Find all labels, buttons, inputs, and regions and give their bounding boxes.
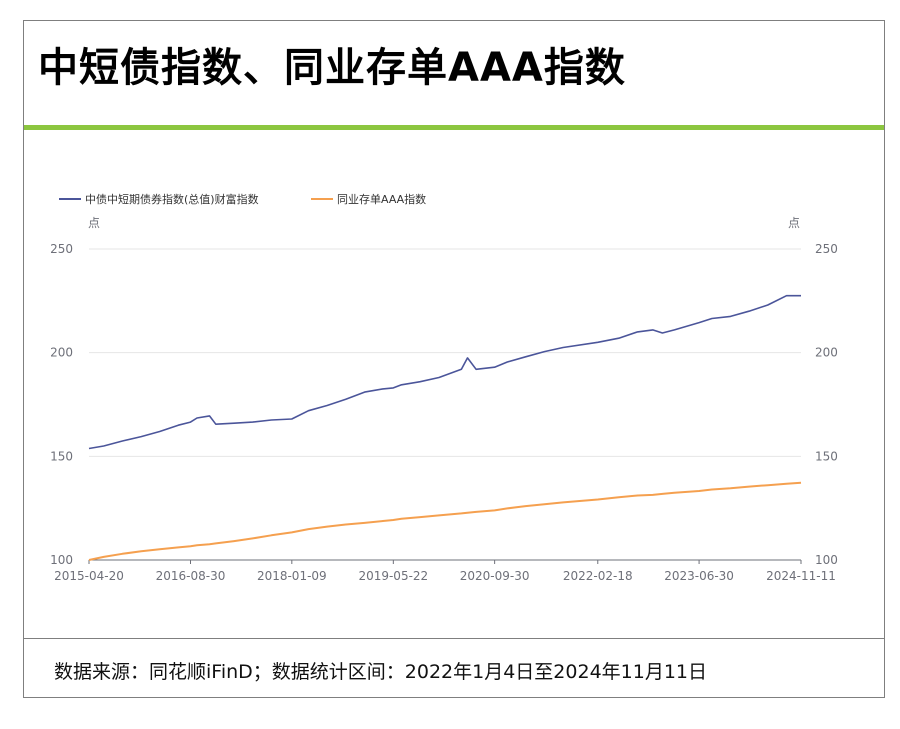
y-tick-label-right: 100 — [815, 553, 838, 567]
page-title: 中短债指数、同业存单AAA指数 — [38, 45, 626, 91]
x-tick-label: 2024-11-11 — [766, 569, 836, 583]
x-tick-label: 2018-01-09 — [257, 569, 327, 583]
y-unit-right: 点 — [788, 216, 800, 230]
chart-card: 中短债指数、同业存单AAA指数 数据来源：同花顺iFinD；数据统计区间：202… — [23, 20, 885, 698]
y-tick-label-right: 250 — [815, 242, 838, 256]
x-tick-label: 2020-09-30 — [460, 569, 530, 583]
series-line-2 — [88, 481, 802, 561]
x-tick-label: 2022-02-18 — [563, 569, 633, 583]
accent-bar — [24, 125, 884, 130]
legend-label-1: 中债中短期债券指数(总值)财富指数 — [85, 192, 259, 206]
axes: 100 100 150 150 200 200 250 250 点 点 2015-04-20 2016… — [50, 216, 838, 583]
y-tick-label-left: 250 — [50, 242, 73, 256]
legend: 中债中短期债券指数(总值)财富指数 同业存单AAA指数 — [59, 192, 426, 206]
y-tick-label-right: 150 — [815, 449, 838, 463]
series-line-1 — [88, 294, 801, 450]
y-tick-label-left: 150 — [50, 449, 73, 463]
x-tick-label: 2016-08-30 — [156, 569, 226, 583]
x-tick-label: 2019-05-22 — [358, 569, 428, 583]
source-note: 数据来源：同花顺iFinD；数据统计区间：2022年1月4日至2024年11月1… — [54, 661, 708, 683]
footer-divider — [24, 638, 884, 639]
y-unit-left: 点 — [88, 216, 100, 230]
y-tick-label-right: 200 — [815, 346, 838, 360]
y-tick-label-left: 200 — [50, 346, 73, 360]
x-tick-label: 2023-06-30 — [664, 569, 734, 583]
y-tick-label-left: 100 — [50, 553, 73, 567]
legend-label-2: 同业存单AAA指数 — [337, 192, 426, 206]
grid-lines — [89, 248, 801, 457]
x-tick-label: 2015-04-20 — [54, 569, 124, 583]
series-lines — [88, 294, 802, 561]
